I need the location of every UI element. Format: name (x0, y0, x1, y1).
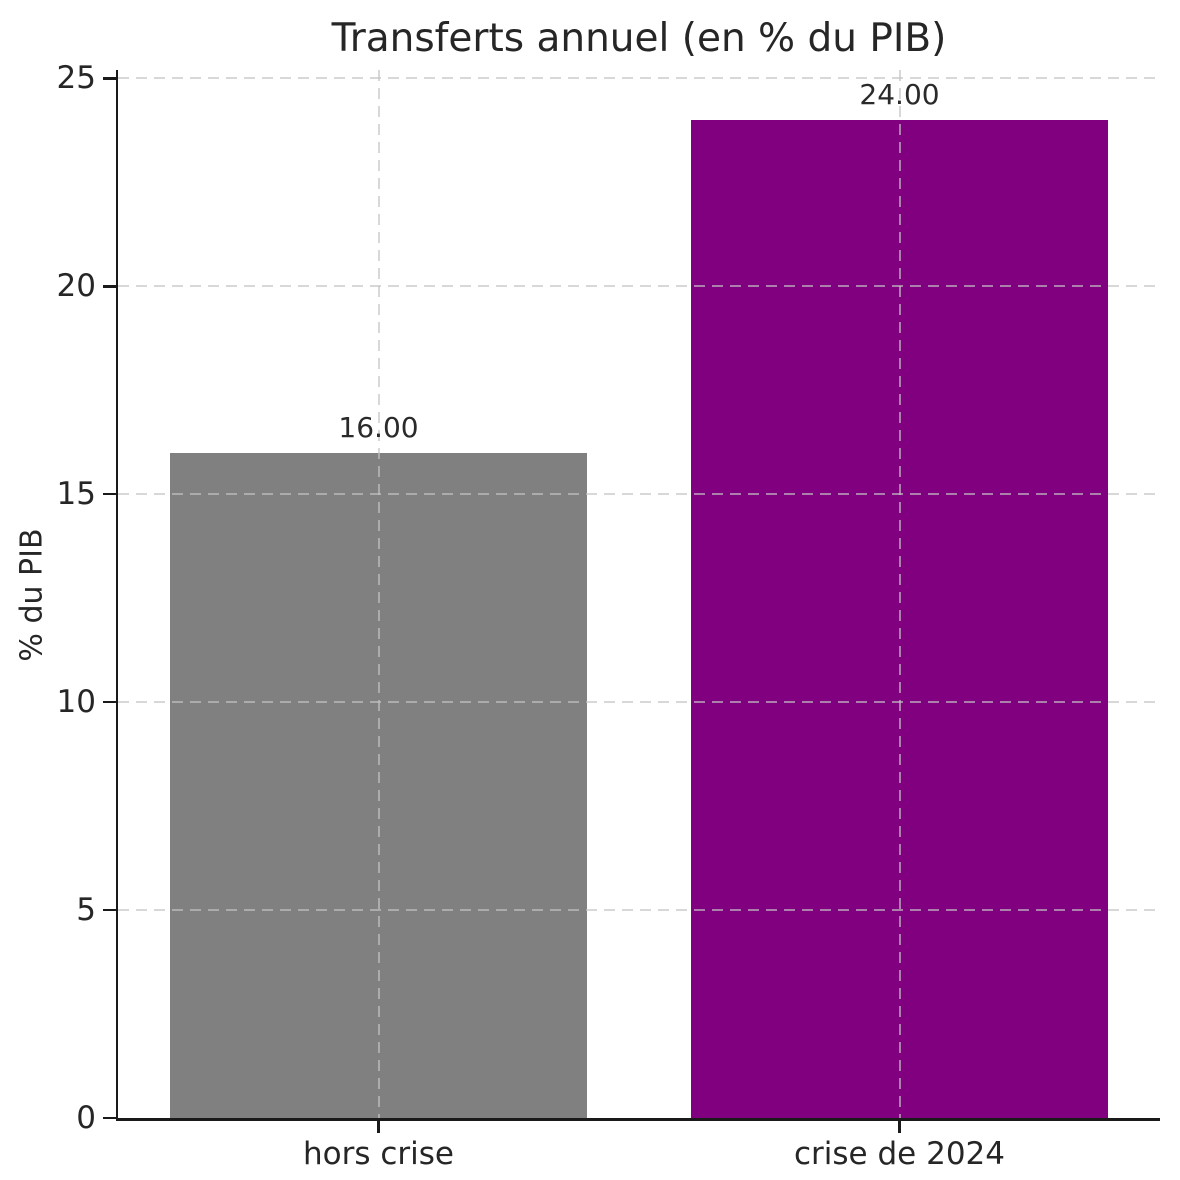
x-axis-spine (115, 1118, 1160, 1121)
x-tick-hors-crise (377, 1120, 380, 1133)
plot-area: 0 5 10 15 20 25 hors crise 16.00 crise de 2024 24… (57, 60, 1160, 1172)
y-tick-label-0: 0 (76, 1100, 96, 1136)
y-gridline-25 (118, 77, 1160, 80)
y-tick-label-25: 25 (56, 60, 96, 97)
y-gridline-5 (118, 909, 1160, 912)
y-tick-0 (103, 1116, 116, 1120)
y-tick-label-5: 5 (76, 892, 96, 929)
value-label-hors-crise: 16.00 (338, 410, 419, 444)
y-gridline-10 (118, 701, 1160, 704)
y-tick-label-15: 15 (56, 476, 96, 513)
y-tick-label-10: 10 (56, 684, 96, 721)
x-gridline-hors-crise (377, 70, 380, 1118)
y-gridline-20 (118, 285, 1160, 288)
y-axis-label: % du PIB (14, 528, 50, 662)
x-gridline-crise-de-2024 (898, 70, 901, 1118)
category-label-crise-de-2024: crise de 2024 (794, 1136, 1005, 1172)
y-tick-10 (103, 700, 116, 704)
y-tick-label-20: 20 (56, 268, 96, 305)
y-tick-25 (103, 77, 116, 80)
category-label-hors-crise: hors crise (303, 1136, 454, 1172)
y-tick-15 (103, 492, 116, 496)
value-label-crise-de-2024: 24.00 (859, 77, 940, 111)
y-tick-20 (103, 285, 116, 288)
y-gridline-15 (118, 493, 1160, 496)
y-tick-5 (103, 908, 116, 912)
chart-title: Transferts annuel (en % du PIB) (331, 16, 947, 61)
y-axis-spine (115, 70, 118, 1121)
x-tick-crise-de-2024 (898, 1120, 901, 1133)
